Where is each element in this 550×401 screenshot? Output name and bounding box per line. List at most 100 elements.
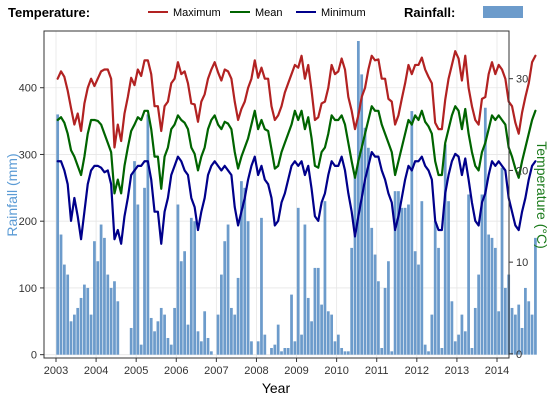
rainfall-bar [196, 331, 200, 355]
rainfall-bar [457, 334, 460, 355]
series-line-minimum [56, 150, 537, 245]
y-left-tick-label: 200 [19, 216, 37, 228]
rainfall-bar [139, 344, 143, 355]
rainfall-bar [407, 204, 410, 355]
y-left-tick-label: 100 [19, 283, 37, 295]
legend-temperature-title: Temperature: [8, 5, 90, 20]
rainfall-bar [417, 264, 420, 355]
rainfall-bar [420, 201, 424, 355]
y-right-tick-label: 0 [516, 349, 522, 361]
rainfall-bar [383, 287, 387, 355]
y-axis-right: 0 10 20 30 [509, 74, 528, 361]
rainfall-bar [136, 204, 140, 355]
rainfall-bar [514, 314, 517, 355]
legend-rainfall-swatch [483, 6, 523, 18]
rainfall-bar [326, 311, 330, 355]
y-left-tick-label: 0 [31, 350, 37, 362]
rainfall-bar [400, 207, 404, 355]
x-tick-label: 2013 [445, 365, 469, 377]
rainfall-bar [403, 207, 407, 355]
rainfall-bar [310, 321, 313, 355]
rainfall-bar [443, 144, 447, 355]
x-tick-label: 2005 [124, 365, 148, 377]
rainfall-bar [270, 347, 273, 355]
rainfall-bar [500, 167, 504, 355]
x-tick-label: 2003 [44, 365, 68, 377]
rainfall-bar [477, 274, 480, 355]
rainfall-bar [370, 227, 374, 355]
rainfall-bar [260, 217, 263, 355]
x-tick-label: 2008 [244, 365, 268, 377]
rainfall-bar [530, 314, 534, 355]
rainfall-bar [460, 314, 464, 355]
y-axis-right-title: Temperature (°C) [534, 141, 550, 249]
rainfall-bar [86, 287, 90, 355]
rainfall-bar [450, 301, 454, 355]
rainfall-bar [283, 347, 287, 355]
rainfall-bar [423, 344, 427, 355]
rainfall-bar [246, 221, 250, 355]
rainfall-bar [209, 351, 213, 355]
y-axis-left: 0 100 200 300 400 [19, 83, 44, 362]
rainfall-bar [113, 281, 116, 355]
rainfall-bar [243, 187, 247, 355]
rainfall-bar [323, 201, 327, 355]
legend: Temperature: Maximum Mean Minimum Rainfa… [8, 5, 523, 20]
rainfall-bar [250, 341, 253, 355]
rainfall-bar [527, 301, 531, 355]
rainfall-bar [470, 347, 474, 355]
rainfall-bar [467, 194, 470, 355]
rainfall-bar [166, 337, 170, 355]
rainfall-bar [377, 281, 380, 355]
rainfall-bar [306, 297, 310, 355]
y-left-tick-label: 300 [19, 149, 37, 161]
rainfall-bar [316, 267, 320, 355]
rainfall-bar [303, 224, 307, 355]
rainfall-bar [343, 351, 347, 355]
x-tick-label: 2006 [164, 365, 188, 377]
rainfall-bar [146, 114, 150, 355]
rainfall-bar [206, 337, 210, 355]
rainfall-bar [203, 311, 207, 355]
rainfall-bar [230, 307, 233, 355]
rainfall-bar [483, 107, 487, 355]
x-tick-label: 2014 [485, 365, 509, 377]
rainfall-bar [103, 237, 106, 355]
rainfall-bar [493, 247, 497, 355]
rainfall-bar [59, 234, 63, 355]
x-tick-label: 2009 [284, 365, 308, 377]
rainfall-bar [153, 331, 156, 355]
rainfall-bar [503, 287, 507, 355]
rainfall-bar [189, 217, 193, 355]
x-tick-label: 2012 [405, 365, 429, 377]
x-tick-label: 2011 [365, 365, 389, 377]
rainfall-bar [280, 351, 283, 355]
y-axis-left-title: Rainfall (mm) [4, 153, 20, 236]
legend-minimum-label: Minimum [321, 7, 366, 19]
rainfall-bar [320, 304, 323, 355]
x-tick-label: 2010 [324, 365, 348, 377]
temperature-lines [56, 50, 537, 245]
rainfall-bar [340, 347, 344, 355]
rainfall-bar [487, 234, 491, 355]
rainfall-bar [286, 347, 290, 355]
rainfall-bar [83, 284, 86, 355]
rainfall-bar [176, 204, 180, 355]
rainfall-bar [263, 334, 267, 355]
rainfall-bar [240, 181, 243, 355]
rainfall-bar [116, 301, 120, 355]
rainfall-bar [367, 147, 370, 355]
rainfall-bar [360, 74, 364, 355]
rainfall-bar [313, 267, 317, 355]
rainfall-bar [397, 191, 400, 355]
series-line-mean [56, 105, 537, 195]
rainfall-bar [524, 287, 527, 355]
rainfall-bar [129, 327, 133, 355]
legend-rainfall-title: Rainfall: [404, 5, 455, 20]
rainfall-bar [159, 307, 163, 355]
rainfall-bar [517, 304, 521, 355]
rainfall-bar [296, 207, 300, 355]
rainfall-bar [290, 294, 293, 355]
series-line-maximum [56, 50, 537, 149]
